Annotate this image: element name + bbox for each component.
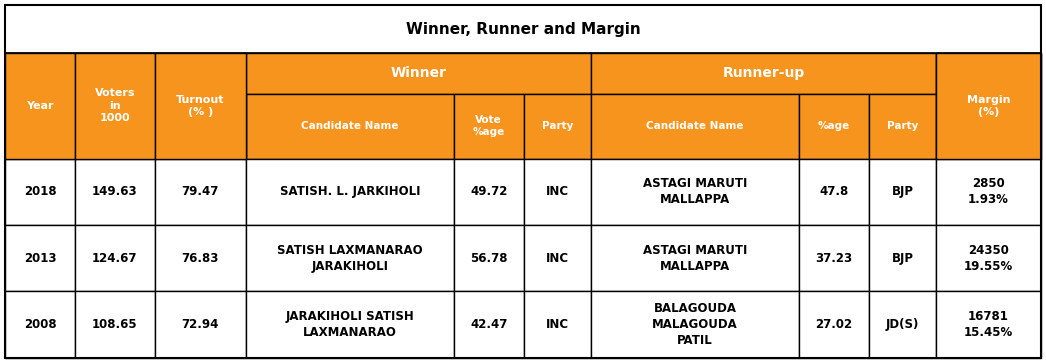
Bar (5, 291, 74, 358)
Text: 27.02: 27.02 (816, 318, 852, 331)
Bar (936, 53, 1041, 94)
Bar (936, 53, 1041, 159)
Text: 37.23: 37.23 (816, 252, 852, 265)
Bar (155, 225, 246, 291)
Bar (155, 53, 246, 94)
Text: BJP: BJP (891, 252, 913, 265)
Text: SATISH. L. JARKIHOLI: SATISH. L. JARKIHOLI (279, 185, 420, 199)
Text: 76.83: 76.83 (182, 252, 219, 265)
Bar (936, 291, 1041, 358)
Bar (591, 225, 799, 291)
Bar (591, 291, 799, 358)
Text: Year: Year (26, 101, 53, 111)
Text: Party: Party (887, 121, 918, 131)
Bar (246, 291, 454, 358)
Text: ASTAGI MARUTI
MALLAPPA: ASTAGI MARUTI MALLAPPA (643, 178, 747, 207)
Bar (591, 94, 799, 159)
Bar (155, 159, 246, 225)
Text: Margin
(%): Margin (%) (967, 95, 1010, 117)
Text: 16781
15.45%: 16781 15.45% (963, 310, 1013, 339)
Bar (246, 53, 591, 94)
Text: BJP: BJP (891, 185, 913, 199)
Bar (454, 94, 524, 159)
Text: 79.47: 79.47 (182, 185, 219, 199)
Text: 56.78: 56.78 (470, 252, 507, 265)
Bar (799, 94, 869, 159)
Text: Runner-up: Runner-up (723, 66, 804, 80)
Bar (799, 225, 869, 291)
Bar (5, 159, 74, 225)
Text: 2850
1.93%: 2850 1.93% (968, 178, 1008, 207)
Bar (454, 159, 524, 225)
Text: Candidate Name: Candidate Name (301, 121, 399, 131)
Bar (74, 53, 155, 94)
Bar (74, 53, 155, 159)
Bar (155, 291, 246, 358)
Bar (155, 53, 246, 159)
Bar (155, 94, 246, 159)
Bar (5, 53, 74, 159)
Text: JARAKIHOLI SATISH
LAXMANARAO: JARAKIHOLI SATISH LAXMANARAO (286, 310, 414, 339)
Bar (454, 225, 524, 291)
Text: 2008: 2008 (24, 318, 56, 331)
Bar (246, 159, 454, 225)
Bar (936, 94, 1041, 159)
Text: BALAGOUDA
MALAGOUDA
PATIL: BALAGOUDA MALAGOUDA PATIL (652, 302, 737, 347)
Bar (524, 159, 591, 225)
Text: JD(S): JD(S) (886, 318, 919, 331)
Text: 2013: 2013 (24, 252, 56, 265)
Bar (869, 94, 936, 159)
Bar (936, 159, 1041, 225)
Text: Candidate Name: Candidate Name (646, 121, 744, 131)
Bar (524, 291, 591, 358)
Text: SATISH LAXMANARAO
JARAKIHOLI: SATISH LAXMANARAO JARAKIHOLI (277, 244, 423, 273)
Text: 49.72: 49.72 (470, 185, 507, 199)
Text: 24350
19.55%: 24350 19.55% (963, 244, 1013, 273)
Bar (5, 225, 74, 291)
Bar (591, 159, 799, 225)
Bar (799, 159, 869, 225)
Bar (74, 159, 155, 225)
Bar (74, 291, 155, 358)
Bar (454, 291, 524, 358)
Text: Voters
in
1000: Voters in 1000 (94, 89, 135, 123)
Bar (869, 159, 936, 225)
Bar (246, 94, 454, 159)
Text: 47.8: 47.8 (819, 185, 848, 199)
Text: 149.63: 149.63 (92, 185, 138, 199)
Text: 2018: 2018 (24, 185, 56, 199)
Bar (936, 225, 1041, 291)
Text: INC: INC (546, 185, 569, 199)
Bar (5, 5, 1041, 53)
Bar (869, 225, 936, 291)
Text: Party: Party (542, 121, 573, 131)
Bar (74, 225, 155, 291)
Text: Winner: Winner (390, 66, 447, 80)
Bar (5, 53, 74, 94)
Text: %age: %age (818, 121, 850, 131)
Text: 124.67: 124.67 (92, 252, 137, 265)
Bar (524, 94, 591, 159)
Bar (246, 225, 454, 291)
Bar (799, 291, 869, 358)
Text: 108.65: 108.65 (92, 318, 138, 331)
Text: 72.94: 72.94 (182, 318, 219, 331)
Text: INC: INC (546, 318, 569, 331)
Text: 42.47: 42.47 (470, 318, 507, 331)
Text: ASTAGI MARUTI
MALLAPPA: ASTAGI MARUTI MALLAPPA (643, 244, 747, 273)
Text: INC: INC (546, 252, 569, 265)
Text: Vote
%age: Vote %age (473, 115, 505, 137)
Text: Turnout
(% ): Turnout (% ) (176, 95, 225, 117)
Bar (74, 94, 155, 159)
Bar (524, 225, 591, 291)
Bar (591, 53, 936, 94)
Bar (5, 94, 74, 159)
Bar (869, 291, 936, 358)
Text: Winner, Runner and Margin: Winner, Runner and Margin (406, 22, 640, 37)
